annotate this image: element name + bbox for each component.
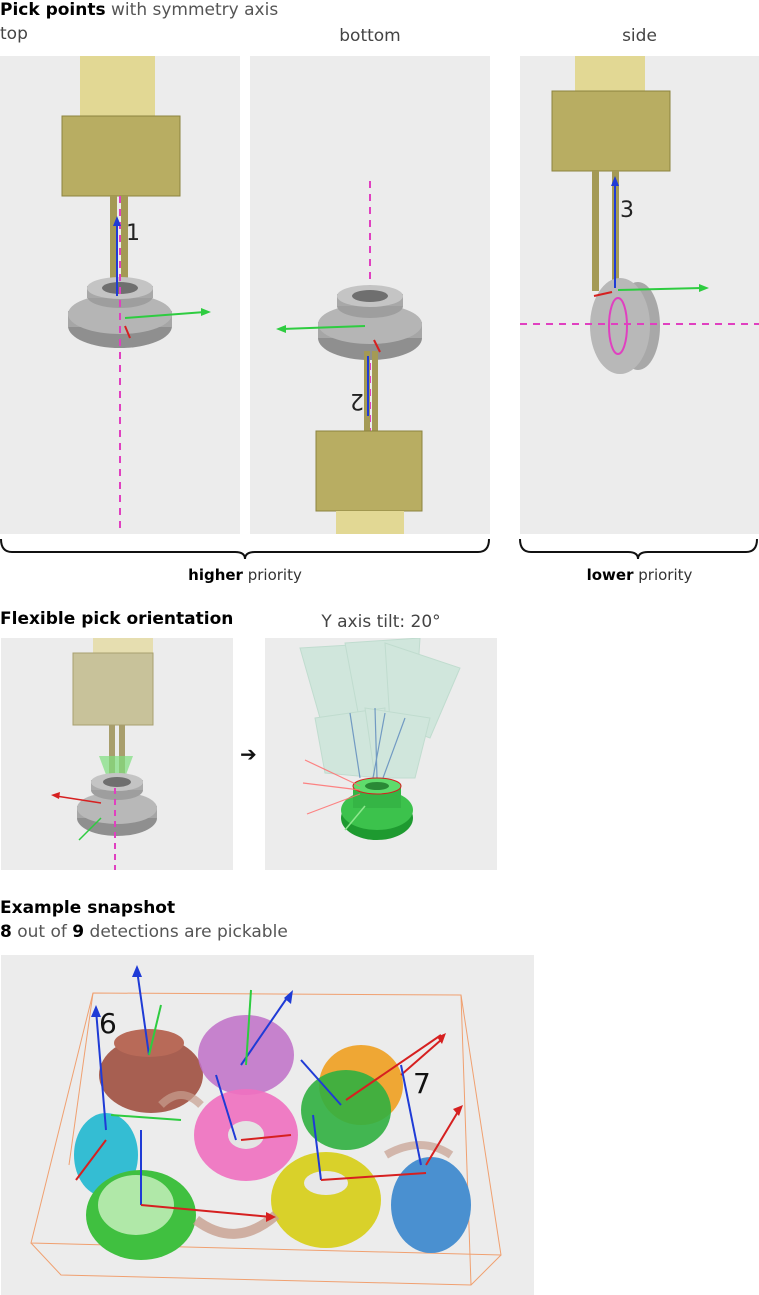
pick-points-title-bold: Pick points [0, 0, 106, 20]
pick-label-3: 3 [620, 198, 634, 223]
priority-brackets [0, 538, 758, 560]
snapshot-label-6: 6 [99, 1007, 117, 1040]
lower-priority-bold: lower [586, 566, 634, 584]
panel-bottom-view: 2 [250, 56, 490, 534]
transform-arrow: ➔ [240, 742, 257, 766]
panel-side-view: 3 [520, 56, 759, 534]
example-snapshot-illustration [30, 965, 502, 1286]
tilt-label: Y axis tilt: 20° [321, 612, 441, 632]
panel-top-view: 1 [0, 56, 240, 534]
flexible-orientation-title: Flexible pick orientation [0, 609, 234, 629]
snapshot-label-7: 7 [413, 1067, 431, 1100]
top-view-illustration [61, 56, 211, 534]
pickable-count-rest: detections are pickable [84, 922, 288, 942]
lower-priority-rest: priority [633, 566, 693, 584]
lower-priority-label: lower priority [520, 566, 759, 584]
side-view-illustration [520, 56, 759, 374]
pick-points-title: Pick points with symmetry axis [0, 0, 278, 20]
panel-tilt-range [265, 638, 497, 870]
pick-label-2: 2 [350, 388, 364, 413]
higher-priority-rest: priority [242, 566, 302, 584]
pick-points-title-rest: with symmetry axis [105, 0, 279, 20]
pick-orientation-illustration [51, 638, 157, 870]
panel-example-snapshot: 6 7 [1, 955, 534, 1295]
higher-priority-bold: higher [188, 566, 243, 584]
panel-pick-orientation [1, 638, 233, 870]
pickable-count-mid: out of [11, 922, 73, 942]
bottom-view-illustration [276, 181, 423, 534]
view-label-bottom: bottom [339, 26, 401, 46]
view-label-top: top [0, 24, 28, 44]
example-snapshot-title: Example snapshot [0, 898, 176, 918]
view-label-side: side [622, 26, 657, 46]
pickable-count-b: 9 [72, 922, 85, 942]
higher-priority-label: higher priority [0, 566, 490, 584]
pickable-count: 8 out of 9 detections are pickable [0, 922, 288, 942]
pick-label-1: 1 [126, 221, 140, 246]
tilt-range-illustration [299, 638, 461, 840]
pickable-count-a: 8 [0, 922, 12, 942]
